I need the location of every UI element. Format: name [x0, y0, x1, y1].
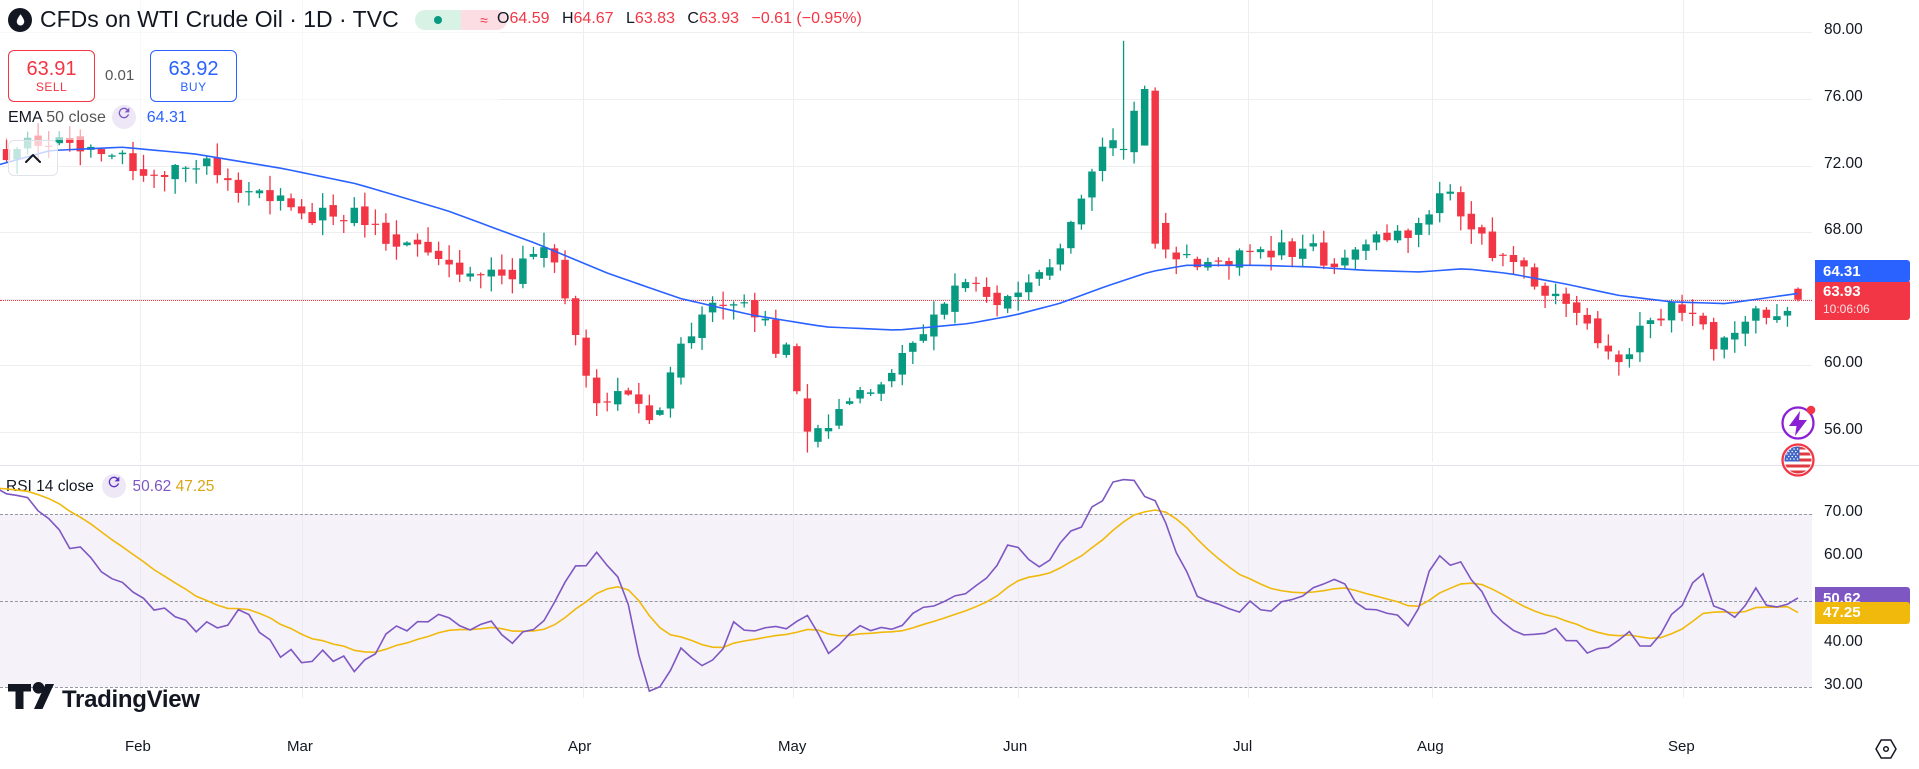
- svg-text:TradingView: TradingView: [62, 686, 200, 713]
